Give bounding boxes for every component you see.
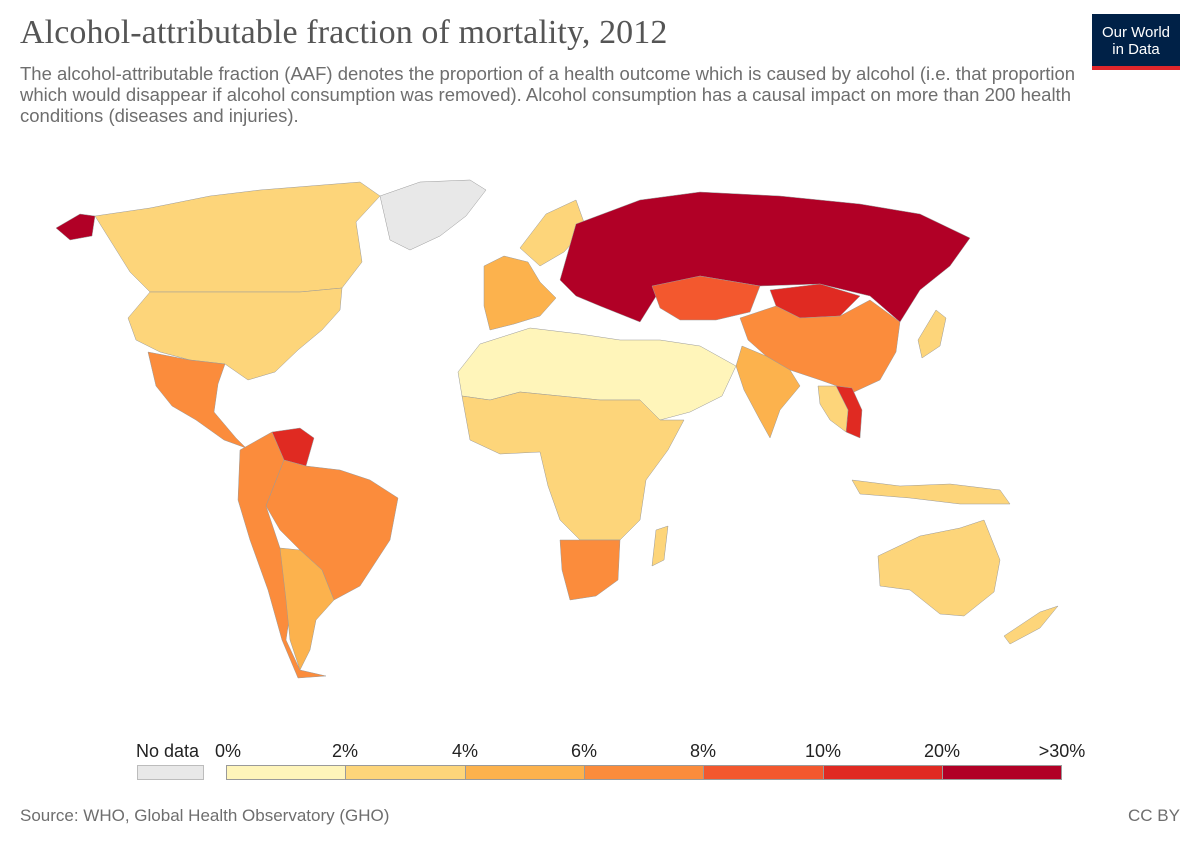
map-region-argentina[interactable] [279, 547, 335, 671]
legend-tick-label: 4% [451, 741, 479, 761]
map-region-central-africa[interactable] [461, 391, 685, 541]
legend-tick-label: 10% [804, 741, 842, 761]
legend-tick-label: 20% [923, 741, 961, 761]
map-region-indonesia[interactable] [851, 479, 1011, 505]
map-region-southeast-asia[interactable] [817, 385, 849, 433]
map-region-australia[interactable] [877, 519, 1001, 617]
map-region-kazakhstan[interactable] [651, 275, 761, 321]
map-region-canada[interactable] [94, 181, 381, 293]
legend-tick-label: >30% [1038, 741, 1086, 761]
map-region-madagascar[interactable] [651, 525, 669, 567]
source-note[interactable]: Source: WHO, Global Health Observatory (… [20, 806, 390, 825]
legend-tick-label: 2% [331, 741, 359, 761]
legend-nodata-swatch[interactable] [137, 765, 204, 780]
map-region-mexico[interactable] [147, 351, 247, 449]
legend-bin-2[interactable] [465, 765, 585, 780]
license-link[interactable]: CC BY [1128, 806, 1180, 825]
chart-title: Alcohol-attributable fraction of mortali… [20, 14, 668, 51]
map-region-brazil[interactable] [265, 459, 399, 601]
legend-bin-0[interactable] [226, 765, 346, 780]
map-region-new-zealand[interactable] [1003, 605, 1059, 645]
map-region-western-europe[interactable] [483, 255, 557, 331]
map-region-south-africa[interactable] [559, 539, 621, 601]
legend-tick-label: 0% [214, 741, 242, 761]
legend-bin-1[interactable] [345, 765, 466, 780]
logo-line-1: Our World [1101, 24, 1171, 41]
legend-tick-label: 6% [570, 741, 598, 761]
map-region-alaska[interactable] [55, 213, 96, 241]
legend-bin-4[interactable] [703, 765, 824, 780]
logo-line-2: in Data [1112, 41, 1160, 58]
map-region-russia[interactable] [559, 191, 971, 323]
legend-bin-5[interactable] [823, 765, 943, 780]
legend-tick-label: 8% [689, 741, 717, 761]
legend-bin-6[interactable] [942, 765, 1062, 780]
owid-logo[interactable]: Our World in Data [1092, 14, 1180, 70]
map-region-india[interactable] [735, 345, 801, 439]
map-region-japan[interactable] [917, 309, 947, 359]
legend-bin-3[interactable] [584, 765, 704, 780]
chart-subtitle: The alcohol-attributable fraction (AAF) … [20, 63, 1076, 126]
map-region-greenland[interactable] [379, 179, 487, 251]
legend-nodata-label: No data [136, 741, 200, 761]
map-region-usa[interactable] [127, 287, 343, 381]
